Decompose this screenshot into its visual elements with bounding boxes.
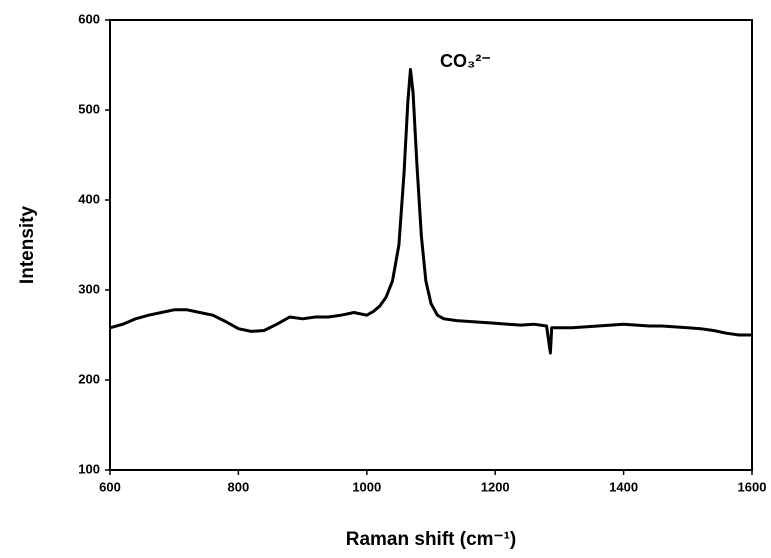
x-tick-label: 1000 [352,479,381,494]
x-tick-label: 800 [228,479,250,494]
x-tick-label: 600 [99,479,121,494]
y-axis-label: Intensity [17,206,38,285]
y-tick-label: 300 [78,281,100,296]
x-tick-label: 1400 [609,479,638,494]
y-tick-label: 500 [78,101,100,116]
y-tick-label: 600 [78,11,100,26]
y-tick-label: 100 [78,461,100,476]
x-tick-label: 1600 [738,479,767,494]
x-tick-label: 1200 [481,479,510,494]
annotation: CO₃²⁻ [440,51,491,71]
y-tick-label: 400 [78,191,100,206]
spectrum-line [109,68,752,355]
plot-frame [109,19,753,471]
y-tick-label: 200 [78,371,100,386]
x-axis-label: Raman shift (cm⁻¹) [346,529,517,550]
